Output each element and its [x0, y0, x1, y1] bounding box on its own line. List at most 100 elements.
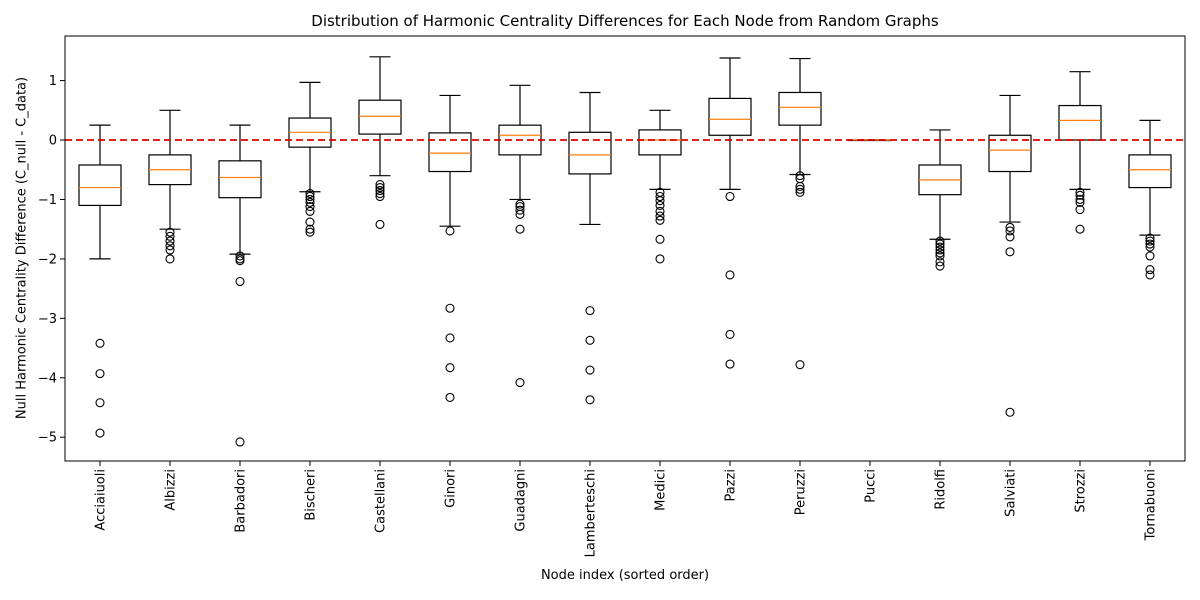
outlier-point — [655, 191, 665, 202]
outlier-point — [1075, 187, 1085, 197]
box-peruzzi — [778, 91, 822, 126]
outlier-point — [235, 437, 245, 447]
x-tick-label: Peruzzi — [794, 469, 809, 515]
outlier-point — [1075, 194, 1085, 205]
outlier-point — [655, 200, 665, 210]
outlier-point — [375, 188, 385, 199]
x-tick-label: Medici — [654, 469, 669, 511]
x-axis-label: Node index (sorted order) — [540, 568, 710, 583]
outlier-point — [725, 359, 735, 369]
outlier-point — [935, 236, 945, 246]
y-tick-label: −1 — [38, 193, 57, 208]
outlier-point — [515, 205, 525, 215]
outlier-point — [95, 369, 105, 379]
outlier-point — [235, 276, 245, 287]
outlier-point — [305, 194, 315, 205]
outlier-point — [445, 333, 455, 343]
outlier-point — [235, 256, 245, 266]
outlier-point — [95, 338, 105, 348]
outlier-point — [935, 248, 945, 258]
y-tick-label: −4 — [38, 371, 57, 386]
x-tick-label: Barbadori — [234, 469, 249, 533]
outlier-point — [1145, 239, 1155, 249]
outlier-point — [95, 428, 105, 438]
outlier-point — [1005, 232, 1015, 242]
outlier-point — [305, 191, 315, 202]
box-tornabuoni — [1128, 154, 1172, 189]
y-tick-label: 1 — [49, 74, 57, 89]
outlier-point — [795, 187, 805, 197]
outlier-point — [165, 241, 175, 251]
outlier-point — [935, 261, 945, 271]
x-tick-label: Ridolfi — [934, 469, 949, 510]
plot-frame — [64, 35, 1186, 462]
outlier-point — [305, 227, 315, 237]
outlier-point — [1145, 233, 1155, 243]
outlier-point — [795, 184, 805, 194]
x-tick-label: Acciaiuoli — [94, 469, 109, 531]
outlier-point — [795, 171, 805, 181]
outlier-point — [1145, 265, 1155, 275]
outlier-point — [585, 306, 595, 316]
outlier-point — [1005, 226, 1015, 236]
outlier-point — [445, 392, 455, 402]
outlier-point — [305, 224, 315, 234]
x-tick-label: Guadagni — [514, 469, 529, 532]
x-tick-label: Albizzi — [164, 469, 179, 511]
outlier-point — [375, 191, 385, 202]
outlier-point — [655, 206, 665, 216]
chart-title: Distribution of Harmonic Centrality Diff… — [311, 12, 939, 30]
outlier-point — [725, 191, 735, 202]
outlier-point — [655, 215, 665, 225]
outlier-point — [725, 270, 735, 280]
outlier-point — [1145, 270, 1155, 280]
outlier-point — [515, 224, 525, 234]
outlier-point — [445, 363, 455, 373]
y-tick-label: −5 — [38, 431, 57, 446]
outlier-point — [655, 196, 665, 206]
outlier-point — [935, 239, 945, 249]
x-tick-label: Lamberteschi — [584, 469, 599, 557]
x-tick-label: Strozzi — [1074, 469, 1089, 513]
outlier-point — [585, 365, 595, 375]
outlier-point — [655, 254, 665, 264]
outlier-point — [375, 219, 385, 229]
outlier-point — [515, 377, 525, 388]
outlier-point — [515, 199, 525, 209]
outlier-point — [935, 245, 945, 255]
outlier-point — [1145, 251, 1155, 261]
outlier-point — [165, 227, 175, 237]
outlier-point — [305, 202, 315, 212]
outlier-point — [305, 217, 315, 227]
outlier-point — [725, 329, 735, 339]
outlier-point — [1145, 242, 1155, 252]
box-ginori — [428, 132, 472, 173]
x-tick-label: Pucci — [864, 469, 879, 503]
outlier-point — [585, 335, 595, 345]
box-medici — [638, 129, 682, 156]
outlier-point — [935, 251, 945, 261]
outlier-point — [1075, 224, 1085, 234]
box-castellani — [358, 99, 402, 135]
box-pazzi — [708, 97, 752, 136]
outlier-point — [235, 251, 245, 261]
outlier-point — [445, 303, 455, 313]
outlier-point — [305, 188, 315, 199]
box-strozzi — [1058, 104, 1102, 141]
box-lamberteschi — [568, 131, 612, 175]
outlier-point — [165, 236, 175, 246]
outlier-point — [1005, 407, 1015, 417]
outlier-point — [1005, 247, 1015, 257]
outlier-point — [585, 395, 595, 405]
outlier-point — [445, 226, 455, 236]
outlier-point — [165, 254, 175, 264]
outlier-point — [375, 185, 385, 196]
outlier-point — [655, 211, 665, 221]
y-tick-label: −2 — [38, 252, 57, 267]
outlier-point — [375, 180, 385, 190]
outlier-point — [1075, 190, 1085, 200]
y-tick-label: 0 — [49, 134, 57, 149]
outlier-point — [305, 197, 315, 207]
outlier-point — [655, 234, 665, 244]
box-salviati — [988, 134, 1032, 173]
